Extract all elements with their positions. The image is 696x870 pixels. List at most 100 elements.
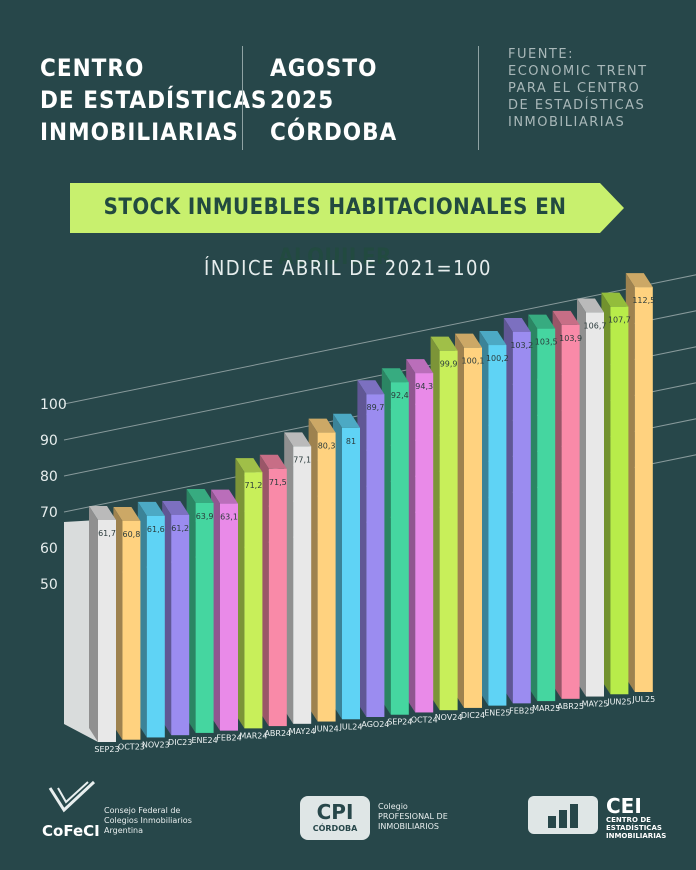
- bar-NOV24: 99,9: [430, 336, 458, 711]
- bar: [512, 331, 531, 704]
- y-tick-label: 90: [40, 433, 58, 449]
- bar-OCT23: 60,8: [113, 506, 141, 740]
- title-banner: [70, 183, 624, 233]
- x-tick-label: MAY25: [582, 700, 609, 709]
- cpi-logo: CPI CÓRDOBA: [300, 796, 370, 840]
- source-line: PARA EL CENTRO: [508, 81, 641, 96]
- bar-value-label: 81: [346, 437, 356, 446]
- cei-logo-text: CEI: [606, 794, 642, 818]
- cpi-logo-subtext: CÓRDOBA: [312, 824, 358, 833]
- bar-value-label: 92,4: [391, 391, 409, 400]
- bar-FEB25: 103,2: [503, 317, 533, 704]
- bar-value-label: 61,7: [98, 529, 116, 538]
- y-tick-label: 80: [40, 469, 58, 485]
- cofeci-logo-text: CoFeCI: [42, 822, 100, 840]
- bar: [195, 502, 214, 733]
- bar: [268, 468, 287, 727]
- x-tick-label: JUL25: [631, 695, 655, 704]
- bar: [488, 345, 507, 706]
- bar: [122, 520, 141, 740]
- bar-value-label: 77,1: [293, 455, 311, 464]
- cei-line: CENTRO DE: [606, 816, 651, 824]
- bar: [220, 503, 238, 731]
- cofeci-line: Colegios Inmobiliarios: [104, 816, 192, 825]
- bar-ENE24: 63,9: [186, 488, 214, 733]
- date-line: CÓRDOBA: [270, 118, 398, 146]
- x-tick-label: AGO24: [361, 720, 389, 729]
- cei-branding: CEI CENTRO DE ESTADÍSTICAS INMOBILIARIAS: [606, 796, 666, 840]
- bar: [293, 446, 312, 724]
- date-line: 2025: [270, 86, 335, 114]
- bar-FEB24: 63,1: [211, 489, 238, 731]
- bar: [390, 382, 409, 715]
- org-title-line: CENTRO: [40, 54, 145, 82]
- bar-value-label: 107,7: [608, 316, 631, 325]
- cpi-description: Colegio PROFESIONAL DE INMOBILIARIOS: [378, 802, 448, 832]
- bar-value-label: 94,3: [415, 382, 433, 391]
- bar: [98, 520, 116, 742]
- bar: [634, 287, 653, 692]
- bar-SEP23: 61,7: [89, 506, 116, 742]
- y-tick-label: 60: [40, 541, 58, 557]
- bar: [317, 432, 336, 722]
- bar: [415, 373, 434, 713]
- y-tick-label: 50: [40, 577, 58, 593]
- cofeci-line: Consejo Federal de: [104, 806, 181, 815]
- x-tick-label: JUN24: [313, 725, 338, 734]
- bar-MAR24: 71,2: [235, 458, 263, 729]
- bar-JUN25: 107,7: [601, 292, 631, 695]
- bar-ABR25: 103,9: [552, 310, 582, 699]
- bar-value-label: 80,3: [318, 442, 336, 451]
- bar-MAY25: 106,7: [577, 298, 607, 697]
- bar-value-label: 89,7: [366, 403, 384, 412]
- x-tick-label: JUN25: [606, 697, 631, 706]
- x-tick-label: JUL24: [339, 722, 363, 731]
- bar-SEP24: 92,4: [381, 368, 409, 715]
- cofeci-line: Argentina: [104, 826, 144, 835]
- bar-JUL24: 81: [333, 413, 360, 720]
- org-title-line: INMOBILIARIAS: [40, 118, 239, 146]
- x-tick-label: ENE25: [484, 709, 510, 718]
- source-line: DE ESTADÍSTICAS: [508, 98, 646, 113]
- bar: [464, 347, 482, 708]
- bar: [146, 515, 165, 738]
- cofeci-description: Consejo Federal de Colegios Inmobiliario…: [104, 806, 192, 836]
- bar: [561, 324, 580, 699]
- bar-value-label: 61,2: [171, 524, 189, 533]
- bar-MAY24: 77,1: [284, 432, 312, 724]
- bar: [586, 312, 604, 697]
- bar-NOV23: 61,6: [137, 501, 165, 738]
- bar-value-label: 71,5: [269, 478, 287, 487]
- bar-value-label: 103,5: [535, 338, 558, 347]
- bar: [366, 394, 385, 717]
- x-tick-label: MAR25: [532, 704, 560, 713]
- bar-value-label: 103,2: [510, 341, 533, 350]
- x-tick-label: OCT24: [411, 715, 438, 724]
- x-tick-label: MAY24: [289, 727, 316, 736]
- cofeci-check-icon: [48, 780, 96, 813]
- bar-ENE25: 100,2: [479, 331, 509, 706]
- source-line: INMOBILIARIAS: [508, 115, 626, 130]
- source-line: ECONOMIC TRENT: [508, 64, 648, 79]
- cei-line: ESTADÍSTICAS: [606, 824, 662, 832]
- bar-chart-icon: [548, 804, 578, 828]
- bar-value-label: 100,1: [462, 357, 485, 366]
- bar: [439, 350, 458, 711]
- bar-value-label: 63,1: [220, 513, 238, 522]
- bar-top-face: [137, 501, 165, 516]
- bar: [610, 306, 629, 695]
- x-tick-label: NOV23: [142, 740, 170, 749]
- bar-DIC24: 100,1: [455, 333, 485, 708]
- cei-logo-box: [528, 796, 598, 834]
- x-tick-label: SEP23: [94, 745, 119, 754]
- cofeci-branding: CoFeCI: [42, 780, 102, 840]
- bar-value-label: 106,7: [584, 322, 607, 331]
- bar: [171, 514, 190, 736]
- x-tick-label: NOV24: [435, 713, 463, 722]
- bar: [537, 328, 556, 702]
- cpi-line: INMOBILIARIOS: [378, 822, 439, 831]
- bar-chart: 5060708090100112,5107,7106,7103,9103,510…: [40, 273, 696, 754]
- bar-JUL25: 112,5: [625, 273, 655, 692]
- bar-value-label: 71,2: [244, 481, 262, 490]
- bar-side-face: [89, 506, 98, 742]
